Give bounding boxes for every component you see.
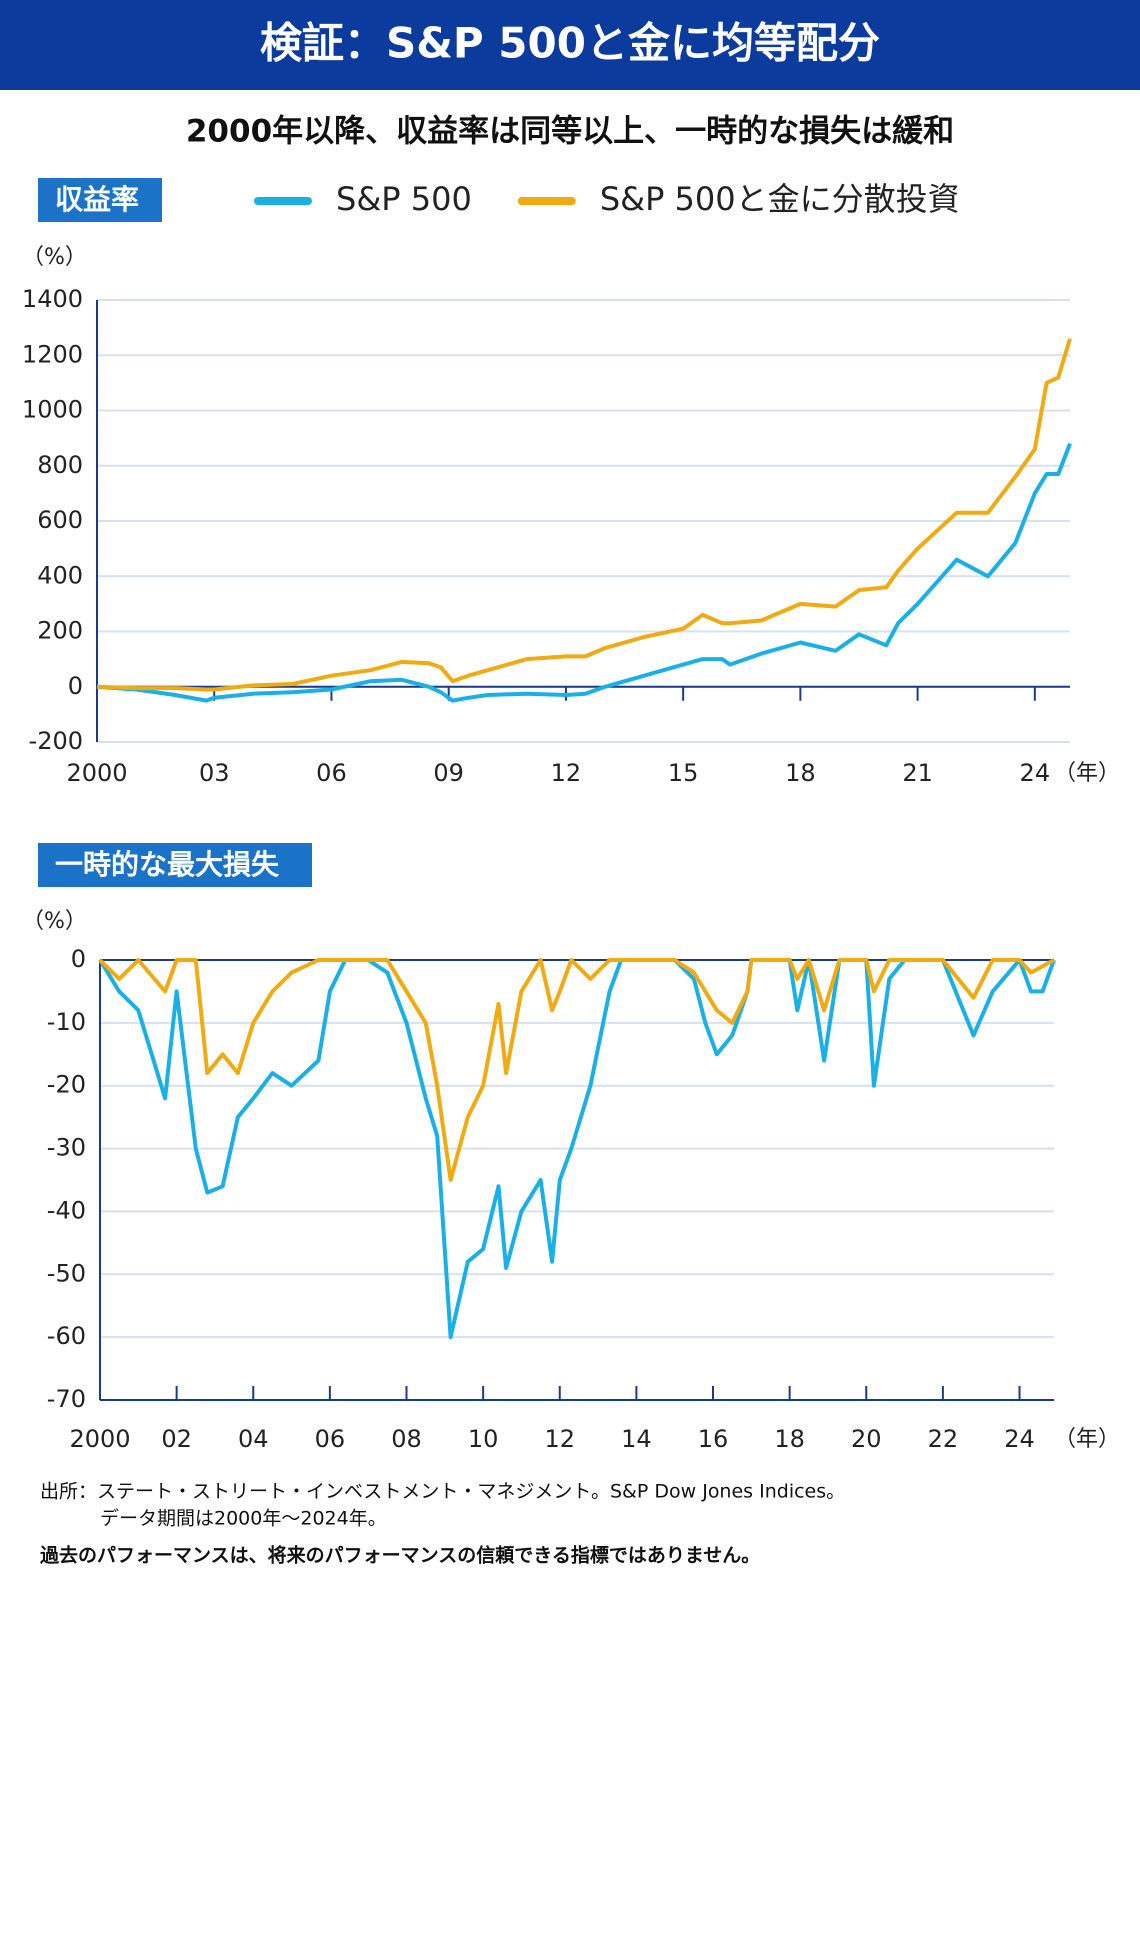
legend-label: S&P 500と金に分散投資: [600, 180, 960, 218]
x-axis-label: （年）: [1054, 1427, 1120, 1452]
x-tick-label: 10: [468, 1425, 499, 1453]
y-tick-label: 400: [37, 561, 83, 589]
subtitle: 2000年以降、収益率は同等以上、一時的な損失は緩和: [186, 114, 954, 150]
x-tick-label: 2000: [69, 1425, 130, 1453]
x-tick-label: 02: [161, 1425, 192, 1453]
source-note: 出所：ステート・ストリート・インベストメント・マネジメント。S&P Dow Jo…: [40, 1481, 845, 1503]
x-tick-label: 09: [433, 759, 464, 787]
header-band: [0, 0, 1140, 90]
x-tick-label: 16: [698, 1425, 729, 1453]
x-tick-label: 08: [391, 1425, 422, 1453]
x-tick-label: 12: [544, 1425, 575, 1453]
x-axis-label: （年）: [1054, 761, 1120, 786]
x-tick-label: 06: [316, 759, 347, 787]
section-title: 一時的な最大損失: [55, 848, 280, 881]
y-tick-label: -200: [29, 727, 83, 755]
y-tick-label: -50: [47, 1259, 86, 1287]
x-tick-label: 24: [1020, 759, 1051, 787]
x-tick-label: 21: [902, 759, 933, 787]
disclaimer: 過去のパフォーマンスは、将来のパフォーマンスの信頼できる指標ではありません。: [40, 1544, 760, 1567]
x-tick-label: 15: [668, 759, 699, 787]
y-tick-label: 1200: [22, 340, 83, 368]
y-tick-label: 1000: [22, 396, 83, 424]
y-tick-label: -10: [47, 1008, 86, 1036]
y-axis-label: （%）: [22, 909, 87, 934]
y-axis-label: （%）: [22, 245, 87, 270]
y-tick-label: 800: [37, 451, 83, 479]
x-tick-label: 03: [199, 759, 230, 787]
y-tick-label: 200: [37, 617, 83, 645]
y-tick-label: -20: [47, 1071, 86, 1099]
y-tick-label: 1400: [22, 285, 83, 313]
data-line: [96, 338, 1072, 692]
x-tick-label: 14: [621, 1425, 652, 1453]
section-badge: [38, 843, 312, 887]
period-note: データ期間は2000年～2024年。: [100, 1508, 387, 1530]
page-title: 検証：S&P 500と金に均等配分: [260, 19, 880, 68]
legend-label: S&P 500: [336, 180, 472, 218]
y-tick-label: -40: [47, 1196, 86, 1224]
y-tick-label: 0: [71, 945, 86, 973]
x-tick-label: 06: [315, 1425, 346, 1453]
x-tick-label: 04: [238, 1425, 269, 1453]
y-tick-label: -30: [47, 1134, 86, 1162]
data-line: [98, 958, 1056, 1340]
x-tick-label: 22: [928, 1425, 959, 1453]
y-tick-label: -70: [47, 1385, 86, 1413]
section-badge: [38, 178, 162, 222]
x-tick-label: 12: [551, 759, 582, 787]
y-tick-label: 600: [37, 506, 83, 534]
data-line: [96, 442, 1072, 703]
y-tick-label: -60: [47, 1322, 86, 1350]
x-tick-label: 20: [851, 1425, 882, 1453]
data-line: [98, 958, 1055, 1182]
x-tick-label: 24: [1004, 1425, 1035, 1453]
y-tick-label: 0: [68, 672, 83, 700]
section-title: 収益率: [55, 183, 139, 216]
x-tick-label: 2000: [66, 759, 127, 787]
x-tick-label: 18: [774, 1425, 805, 1453]
x-tick-label: 18: [785, 759, 816, 787]
